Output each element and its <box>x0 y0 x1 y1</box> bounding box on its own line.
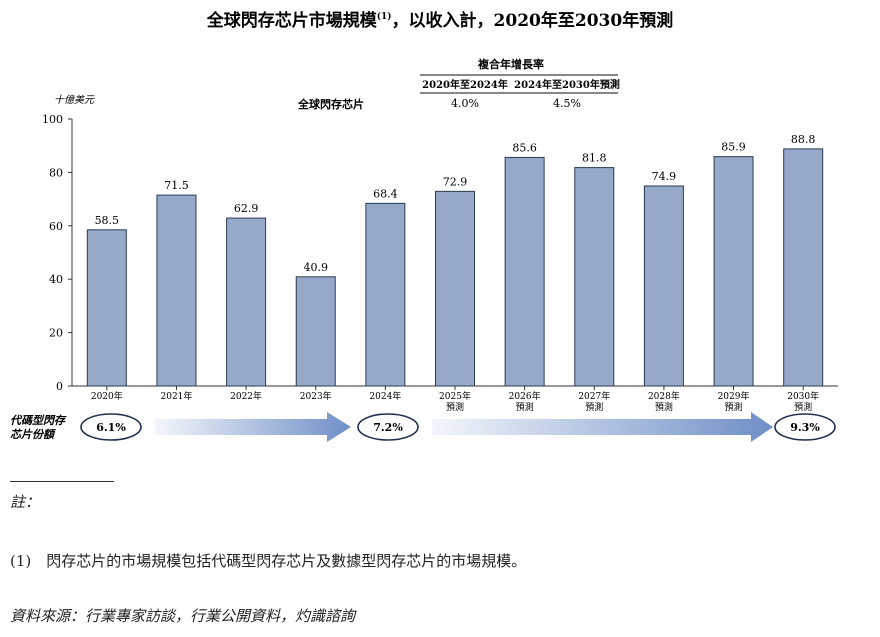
bar <box>86 229 127 387</box>
share-label-line-1: 代碼型閃存 <box>10 414 67 427</box>
bar <box>435 190 475 387</box>
notes-heading: 註： <box>10 493 41 511</box>
x-tick-label: 預測 <box>516 401 534 413</box>
y-tick-label: 60 <box>49 220 63 233</box>
notes-divider <box>10 481 114 482</box>
chart-bars: 58.5 71.5 62.9 40.9 68.4 72.9 85.6 81.8 74.9 85.9… <box>86 133 824 387</box>
x-tick-label: 2026年 <box>509 390 541 402</box>
x-tick-label: 2024年 <box>369 390 401 402</box>
bar-value-label: 72.9 <box>443 175 468 188</box>
x-tick-label: 2030年 <box>787 390 819 402</box>
share-arrow-1 <box>155 412 351 442</box>
y-axis-unit: 十億美元 <box>54 94 95 106</box>
y-tick-label: 100 <box>42 113 63 126</box>
share-row: 代碼型閃存 芯片份額 6.1% 7.2% 9.3% <box>10 412 836 442</box>
cagr-table: 複合年增長率 2020年至2024年 2024年至2030年預測 全球閃存芯片 … <box>297 57 620 111</box>
x-tick-label: 預測 <box>725 401 743 413</box>
chart-canvas: 全球閃存芯片市場規模(1)，以收入計，2020年至2030年預測 複合年增長率 … <box>10 10 838 442</box>
y-tick-label: 80 <box>49 166 63 179</box>
footnote-1: (1) 閃存芯片的市場規模包括代碼型閃存芯片及數據型閃存芯片的市場規模。 <box>10 552 527 570</box>
cagr-header: 複合年增長率 <box>477 57 544 71</box>
bar-value-label: 81.8 <box>582 152 607 165</box>
x-tick-label: 2020年 <box>91 390 123 402</box>
share-arrow-2 <box>432 412 773 442</box>
bar-value-label: 88.8 <box>791 133 816 146</box>
x-tick-label: 2028年 <box>648 390 680 402</box>
bar-value-label: 71.5 <box>164 179 189 192</box>
x-tick-label: 2022年 <box>230 390 262 402</box>
y-tick-label: 20 <box>49 327 63 340</box>
share-value-2020: 6.1% <box>96 421 126 434</box>
bar-value-label: 68.4 <box>373 187 398 200</box>
x-tick-label: 預測 <box>446 401 464 413</box>
x-tick-label: 2023年 <box>300 390 332 402</box>
x-tick-label: 預測 <box>655 401 673 413</box>
bar-value-label: 85.6 <box>512 141 537 154</box>
x-tick-label: 2025年 <box>439 390 471 402</box>
x-tick-label: 預測 <box>585 401 603 413</box>
cagr-value-1: 4.0% <box>451 97 479 110</box>
x-tick-label: 預測 <box>794 401 812 413</box>
y-tick-label: 0 <box>56 380 63 393</box>
bar-value-label: 85.9 <box>721 141 746 154</box>
x-tick-label: 2029年 <box>718 390 750 402</box>
bar-value-label: 74.9 <box>652 170 677 183</box>
bar <box>713 156 754 387</box>
bar-value-label: 62.9 <box>234 202 259 215</box>
share-badge-2030 <box>774 413 836 441</box>
share-badge-2024 <box>357 413 419 441</box>
bar <box>643 185 684 387</box>
share-value-2030: 9.3% <box>790 421 820 434</box>
cagr-series-label: 全球閃存芯片 <box>297 97 364 111</box>
bar <box>226 217 267 387</box>
bar <box>365 202 406 387</box>
bar <box>295 276 336 387</box>
share-badge-2020 <box>80 413 142 441</box>
bar <box>574 167 615 387</box>
bar <box>504 156 545 387</box>
x-tick-label: 2027年 <box>578 390 610 402</box>
bar <box>156 194 197 387</box>
bar-value-label: 58.5 <box>95 214 120 227</box>
cagr-period-1: 2020年至2024年 <box>422 78 508 91</box>
chart-title: 全球閃存芯片市場規模(1)，以收入計，2020年至2030年預測 <box>206 10 673 31</box>
chart-axes: 0 20 40 60 80 100 2020年 2021年 2022年 2023年 2024年 202… <box>42 113 838 413</box>
bar-value-label: 40.9 <box>303 261 328 274</box>
y-tick-label: 40 <box>49 273 63 286</box>
cagr-value-2: 4.5% <box>553 97 581 110</box>
share-value-2024: 7.2% <box>373 421 403 434</box>
bar <box>783 148 824 387</box>
share-label-line-2: 芯片份額 <box>10 428 56 441</box>
source-note: 資料來源：行業專家訪談，行業公開資料，灼識諮詢 <box>10 607 356 625</box>
x-tick-label: 2021年 <box>161 390 193 402</box>
cagr-period-2: 2024年至2030年預測 <box>514 78 620 91</box>
